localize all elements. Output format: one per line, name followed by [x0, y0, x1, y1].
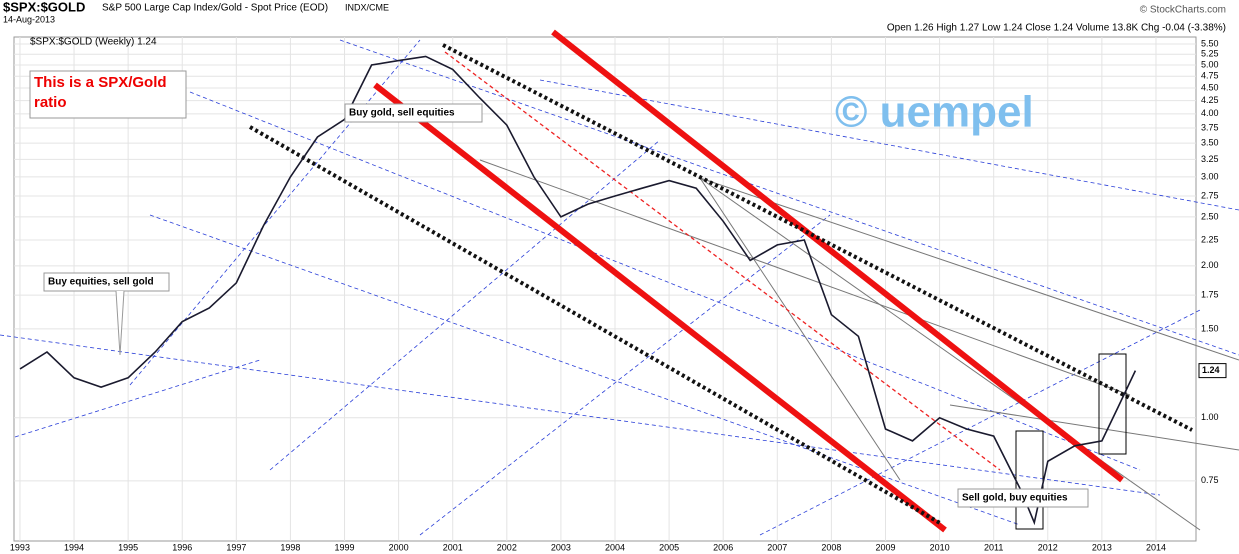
trend-line [699, 177, 1201, 531]
x-tick-label: 2007 [767, 542, 787, 552]
trend-line [444, 51, 1001, 471]
y-tick-label: 4.75 [1201, 71, 1219, 81]
trend-line [249, 125, 941, 525]
quote: Open 1.26 High 1.27 Low 1.24 Close 1.24 … [887, 23, 1226, 34]
trend-line [0, 334, 1161, 496]
last-value-box [1198, 363, 1227, 379]
y-tick-label: 3.75 [1201, 122, 1219, 132]
x-tick-label: 2014 [1146, 542, 1166, 552]
note-text: Sell gold, buy equities [962, 493, 1068, 504]
trend-line [189, 91, 1141, 471]
watermark: © uempel [835, 88, 1034, 137]
y-tick-label: 3.00 [1201, 171, 1219, 181]
y-tick-label: 4.25 [1201, 95, 1219, 105]
trend-lines [0, 29, 1239, 536]
trend-line [551, 29, 1124, 483]
x-tick-label: 2012 [1038, 542, 1058, 552]
note-text: This is a SPX/Gold ratio [34, 74, 167, 111]
x-tick-label: 2005 [659, 542, 679, 552]
y-tick-label: 2.50 [1201, 211, 1219, 221]
x-tick-label: 1996 [172, 542, 192, 552]
y-tick-label: 1.50 [1201, 323, 1219, 333]
highlight-box [1098, 353, 1127, 455]
x-tick-label: 2009 [875, 542, 895, 552]
exchange: INDX/CME [345, 2, 389, 12]
note-text: Buy gold, sell equities [349, 108, 455, 119]
x-tick-label: 2008 [821, 542, 841, 552]
x-tick-label: 2006 [713, 542, 733, 552]
x-tick-label: 2002 [497, 542, 517, 552]
y-tick-label: 4.00 [1201, 108, 1219, 118]
trend-line [14, 359, 261, 438]
y-tick-label: 5.00 [1201, 59, 1219, 69]
date: 14-Aug-2013 [3, 14, 55, 24]
trend-line [419, 214, 831, 536]
y-tick-label: 1.00 [1201, 412, 1219, 422]
trend-line [479, 159, 1131, 396]
note-box [957, 488, 1089, 508]
x-tick-label: 2013 [1092, 542, 1112, 552]
y-tick-label: 2.25 [1201, 234, 1219, 244]
y-tick-label: 5.25 [1201, 49, 1219, 59]
trend-line [442, 43, 1193, 432]
trend-line [129, 39, 421, 386]
trend-line [699, 177, 1239, 361]
note-box [29, 70, 187, 119]
series [19, 55, 1137, 526]
x-tick-label: 1997 [226, 542, 246, 552]
x-tick-label: 2001 [443, 542, 463, 552]
x-tick-label: 1999 [335, 542, 355, 552]
y-tick-label: 0.75 [1201, 475, 1219, 485]
chart-title: $SPX:$GOLD [3, 0, 85, 14]
note-box [344, 103, 483, 123]
legend-entry: $SPX:$GOLD (Weekly) 1.24 [30, 37, 157, 48]
x-tick-label: 2004 [605, 542, 625, 552]
x-tick-label: 2003 [551, 542, 571, 552]
note-box [43, 272, 170, 292]
x-tick-label: 2010 [930, 542, 950, 552]
y-tick-label: 4.50 [1201, 82, 1219, 92]
x-tick-label: 1995 [118, 542, 138, 552]
trend-line [339, 39, 1239, 356]
last-value-label: 1.24 [1202, 365, 1220, 375]
y-tick-label: 1.75 [1201, 289, 1219, 299]
x-tick-label: 1993 [10, 542, 30, 552]
trend-line [699, 177, 901, 481]
note-pointer [115, 290, 125, 356]
y-tick-label: 3.25 [1201, 154, 1219, 164]
x-tick-label: 2000 [389, 542, 409, 552]
x-tick-label: 1998 [280, 542, 300, 552]
note-text: Buy equities, sell gold [48, 277, 154, 288]
y-tick-label: 2.75 [1201, 190, 1219, 200]
trend-line [949, 404, 1239, 451]
trend-line [269, 139, 661, 471]
x-tick-label: 1994 [64, 542, 84, 552]
trend-line [759, 309, 1201, 536]
source: © StockCharts.com [1140, 5, 1226, 16]
note: This is a SPX/Gold ratio [34, 74, 167, 111]
x-tick-label: 2011 [984, 542, 1003, 552]
chart-subtitle: S&P 500 Large Cap Index/Gold - Spot Pric… [102, 3, 328, 14]
y-tick-label: 2.00 [1201, 260, 1219, 270]
y-tick-label: 5.50 [1201, 38, 1219, 48]
y-tick-label: 3.50 [1201, 138, 1219, 148]
price-line [19, 55, 1137, 526]
trend-line [373, 82, 947, 533]
plot-area [13, 36, 1197, 542]
